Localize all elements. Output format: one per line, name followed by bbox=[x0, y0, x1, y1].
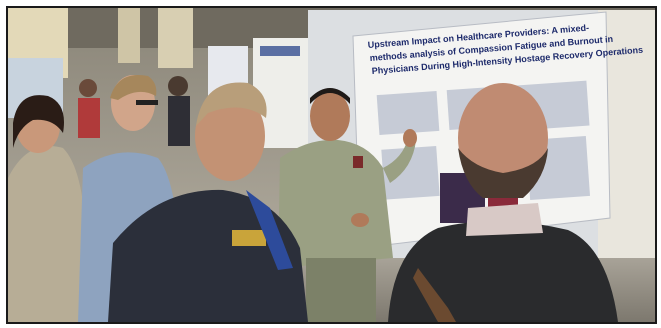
bald-man-hair bbox=[458, 148, 548, 198]
woman-jacket bbox=[8, 146, 86, 322]
pillar bbox=[158, 8, 193, 68]
middle-poster-header bbox=[260, 46, 300, 56]
woman-hair bbox=[13, 95, 64, 148]
presenter-hand bbox=[403, 129, 417, 147]
bald-man-sweater bbox=[388, 220, 618, 322]
bald-man-head bbox=[458, 83, 548, 193]
presenter bbox=[278, 88, 417, 322]
conference-photo: Upstream Impact on Healthcare Providers:… bbox=[6, 6, 657, 324]
attendee-woman bbox=[8, 95, 86, 322]
bag-strap bbox=[413, 268, 456, 322]
presenter-badge bbox=[353, 156, 363, 168]
background-person-head-2 bbox=[79, 79, 97, 97]
presenter-other-hand bbox=[351, 213, 369, 227]
officer-tie bbox=[246, 190, 293, 270]
bald-man-collar bbox=[466, 203, 543, 236]
pillar-small bbox=[118, 8, 140, 63]
attendee-bald-man bbox=[388, 83, 618, 322]
photo-scene: Upstream Impact on Healthcare Providers:… bbox=[8, 8, 655, 322]
presenter-uniform bbox=[278, 139, 393, 268]
rank-insignia-icon bbox=[232, 230, 266, 246]
glasses-man-hair bbox=[110, 74, 157, 100]
officer-head bbox=[195, 91, 265, 181]
background-person-body bbox=[168, 96, 190, 146]
background-person-body-2 bbox=[78, 98, 100, 138]
background-person-head bbox=[168, 76, 188, 96]
officer-hair bbox=[196, 82, 267, 126]
presenter-raised-arm bbox=[383, 138, 416, 183]
officer-uniform bbox=[108, 189, 308, 322]
presenter-face bbox=[310, 91, 350, 141]
attendee-officer bbox=[108, 82, 308, 322]
presenter-trousers bbox=[306, 258, 376, 322]
glasses-icon bbox=[136, 100, 158, 105]
presenter-hair bbox=[310, 88, 350, 104]
